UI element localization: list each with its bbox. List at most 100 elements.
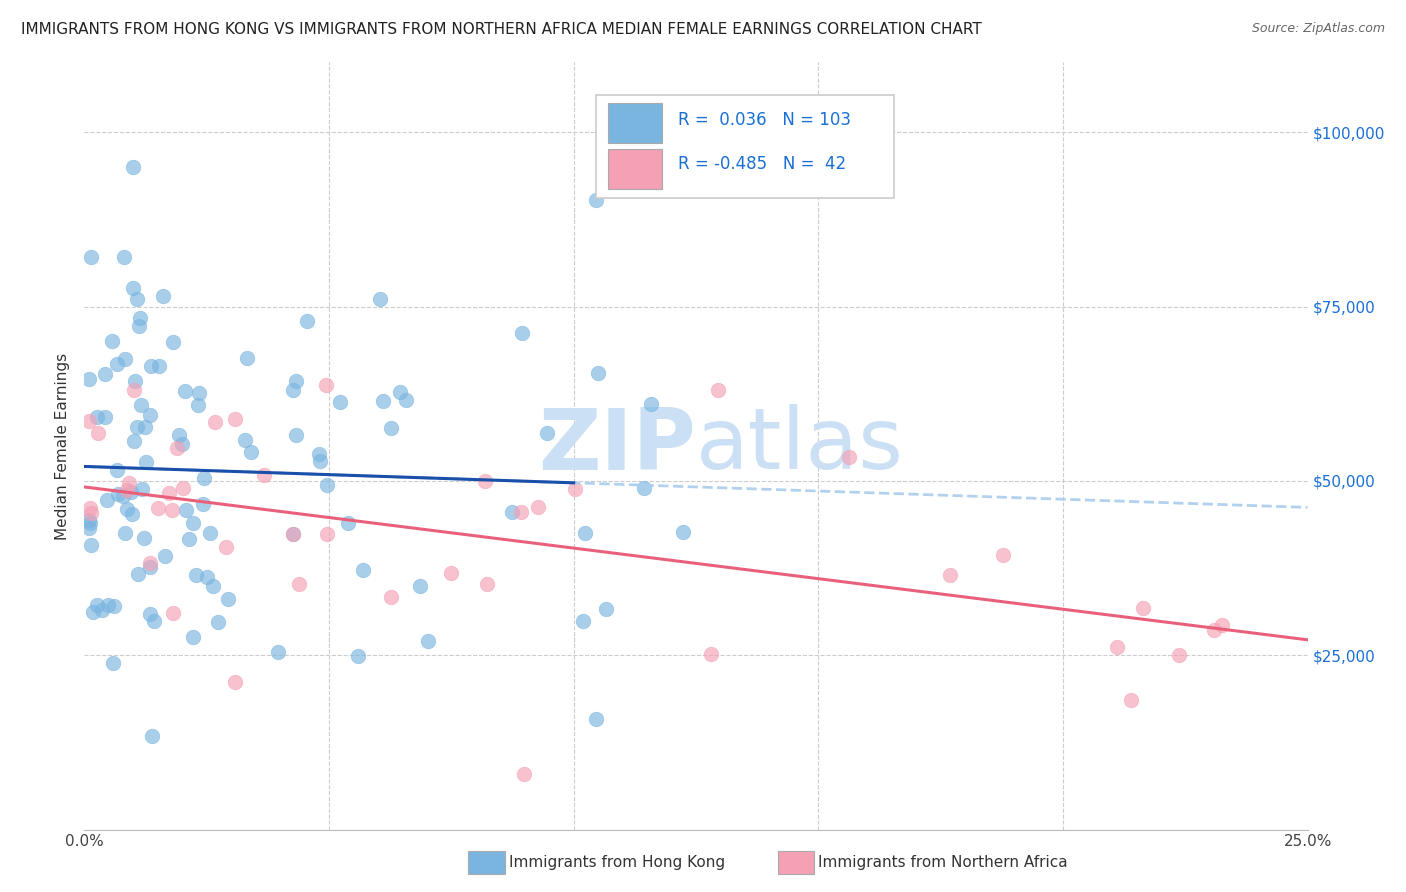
- Point: [181, 630, 204, 644]
- Point: [134, 420, 156, 434]
- Point: [297, 314, 319, 328]
- Point: [510, 326, 533, 340]
- Point: [139, 607, 162, 621]
- Point: [388, 384, 411, 399]
- Point: [640, 397, 662, 411]
- Point: [536, 425, 558, 440]
- Point: [501, 505, 523, 519]
- Point: [135, 455, 157, 469]
- Point: [315, 378, 337, 392]
- Point: [700, 647, 723, 661]
- Text: IMMIGRANTS FROM HONG KONG VS IMMIGRANTS FROM NORTHERN AFRICA MEDIAN FEMALE EARNI: IMMIGRANTS FROM HONG KONG VS IMMIGRANTS …: [21, 22, 981, 37]
- Text: Immigrants from Northern Africa: Immigrants from Northern Africa: [818, 855, 1069, 870]
- Point: [1168, 648, 1191, 662]
- Point: [173, 384, 195, 398]
- Point: [224, 675, 246, 690]
- Point: [309, 454, 332, 468]
- Point: [77, 414, 100, 428]
- Point: [86, 598, 108, 612]
- Point: [308, 447, 330, 461]
- Point: [138, 408, 160, 422]
- Point: [509, 505, 531, 519]
- Point: [77, 521, 100, 535]
- Point: [707, 384, 730, 398]
- Point: [239, 444, 262, 458]
- Point: [395, 393, 418, 408]
- Point: [1119, 692, 1142, 706]
- Text: ZIP: ZIP: [538, 404, 696, 488]
- Point: [97, 599, 120, 613]
- Point: [166, 441, 188, 455]
- Point: [474, 475, 496, 489]
- Point: [105, 463, 128, 477]
- Point: [127, 292, 149, 306]
- Point: [124, 374, 146, 388]
- Point: [235, 351, 257, 365]
- Point: [380, 590, 402, 604]
- Point: [86, 425, 108, 440]
- Point: [838, 450, 860, 465]
- Point: [174, 503, 197, 517]
- Point: [160, 503, 183, 517]
- Point: [217, 591, 239, 606]
- Point: [585, 712, 607, 726]
- Point: [368, 293, 391, 307]
- Y-axis label: Median Female Earnings: Median Female Earnings: [55, 352, 70, 540]
- Point: [148, 500, 170, 515]
- Point: [96, 492, 118, 507]
- Point: [157, 485, 180, 500]
- Point: [107, 486, 129, 500]
- Point: [281, 384, 304, 398]
- Text: Immigrants from Hong Kong: Immigrants from Hong Kong: [509, 855, 725, 870]
- Point: [80, 250, 103, 264]
- Point: [1211, 617, 1233, 632]
- Point: [132, 531, 155, 545]
- Point: [347, 649, 370, 664]
- Point: [1132, 601, 1154, 615]
- Text: R = -0.485   N =  42: R = -0.485 N = 42: [678, 155, 846, 173]
- Point: [167, 428, 190, 442]
- Point: [633, 481, 655, 495]
- Point: [198, 525, 221, 540]
- Point: [1204, 623, 1226, 637]
- Point: [129, 398, 152, 412]
- Point: [115, 483, 138, 497]
- FancyBboxPatch shape: [607, 103, 662, 143]
- Point: [187, 398, 209, 412]
- Point: [186, 568, 208, 582]
- Point: [287, 577, 309, 591]
- Point: [114, 250, 136, 264]
- Point: [418, 633, 440, 648]
- Point: [138, 559, 160, 574]
- Point: [475, 577, 498, 591]
- Point: [77, 512, 100, 526]
- Point: [148, 359, 170, 373]
- Point: [329, 395, 352, 409]
- Point: [141, 359, 163, 373]
- Point: [105, 357, 128, 371]
- Text: Source: ZipAtlas.com: Source: ZipAtlas.com: [1251, 22, 1385, 36]
- Point: [80, 539, 103, 553]
- Point: [527, 500, 550, 515]
- Point: [172, 482, 194, 496]
- Text: R =  0.036   N = 103: R = 0.036 N = 103: [678, 111, 851, 128]
- Point: [233, 433, 256, 447]
- Point: [94, 409, 117, 424]
- Point: [285, 427, 308, 442]
- Point: [337, 516, 360, 531]
- Point: [181, 516, 204, 530]
- Point: [101, 656, 124, 670]
- Point: [193, 497, 215, 511]
- Point: [1105, 640, 1128, 655]
- Point: [224, 412, 246, 426]
- Point: [352, 563, 374, 577]
- Point: [574, 525, 596, 540]
- Point: [585, 193, 607, 207]
- Point: [128, 318, 150, 333]
- Point: [281, 527, 304, 541]
- Point: [139, 556, 162, 570]
- Point: [101, 334, 124, 349]
- Point: [207, 615, 229, 630]
- Text: atlas: atlas: [696, 404, 904, 488]
- Point: [111, 489, 134, 503]
